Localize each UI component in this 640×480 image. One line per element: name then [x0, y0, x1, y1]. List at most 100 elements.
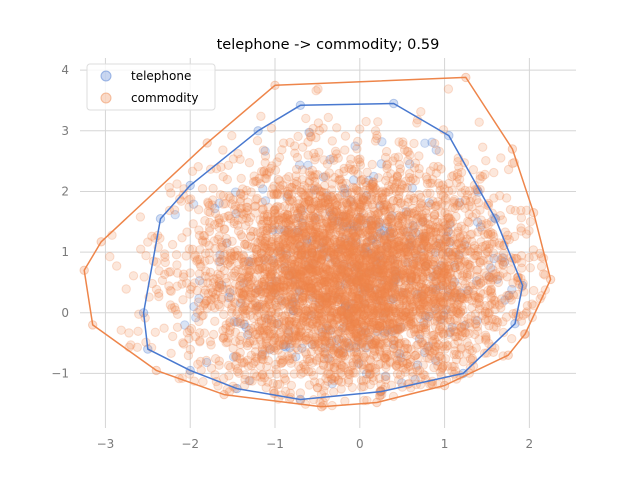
data-point — [203, 197, 213, 207]
data-point — [200, 216, 210, 226]
data-point — [405, 238, 415, 249]
data-point — [218, 325, 228, 336]
data-point — [371, 255, 381, 265]
data-point — [365, 363, 375, 374]
data-point — [348, 217, 358, 227]
data-point — [322, 276, 332, 287]
data-point — [437, 247, 448, 257]
data-point — [262, 266, 273, 277]
data-point — [332, 247, 343, 258]
data-point — [263, 326, 274, 336]
data-point — [166, 286, 176, 296]
data-point — [218, 145, 228, 155]
data-point — [504, 290, 514, 301]
data-point — [307, 235, 317, 246]
data-point — [349, 329, 359, 339]
data-point — [340, 300, 350, 311]
data-point — [331, 277, 341, 287]
data-point — [460, 320, 470, 331]
data-point — [435, 281, 445, 291]
data-point — [243, 330, 253, 340]
data-point — [380, 352, 390, 363]
data-point — [313, 320, 323, 330]
data-point — [402, 227, 412, 237]
data-point — [460, 185, 470, 196]
data-point — [501, 193, 512, 203]
data-point — [375, 228, 386, 238]
data-point — [352, 318, 362, 329]
data-point — [302, 275, 313, 286]
data-point — [440, 338, 450, 349]
data-point — [365, 209, 375, 219]
data-point — [303, 137, 313, 147]
data-point — [406, 234, 416, 244]
data-point — [267, 223, 278, 233]
data-point — [298, 280, 308, 290]
data-point — [214, 222, 224, 233]
data-point — [341, 272, 352, 283]
data-point — [414, 169, 424, 179]
data-point — [226, 248, 236, 259]
data-point — [341, 252, 352, 262]
data-point — [275, 340, 285, 350]
data-point — [388, 339, 399, 349]
data-point — [233, 317, 243, 327]
data-point — [436, 260, 446, 270]
data-point — [430, 138, 440, 149]
data-point — [358, 215, 368, 225]
data-point — [334, 326, 345, 337]
data-point — [336, 360, 346, 370]
data-point — [392, 172, 402, 183]
data-point — [292, 219, 303, 230]
data-point — [426, 264, 436, 274]
data-point — [491, 268, 501, 279]
data-point — [484, 275, 494, 285]
data-point — [418, 238, 429, 248]
data-point — [383, 247, 393, 258]
data-point — [503, 164, 514, 175]
data-point — [439, 310, 449, 321]
data-point — [268, 242, 278, 252]
data-point — [246, 187, 256, 197]
data-point — [233, 226, 244, 236]
data-point — [370, 299, 380, 309]
data-point — [366, 248, 377, 259]
data-point — [451, 306, 461, 316]
data-point — [397, 288, 407, 298]
data-point — [355, 124, 365, 134]
data-point — [403, 207, 414, 217]
data-point — [236, 203, 247, 213]
data-point — [413, 288, 423, 299]
data-point — [408, 251, 418, 262]
data-point — [340, 131, 351, 141]
data-point — [429, 330, 439, 340]
data-point — [280, 243, 290, 253]
data-point — [281, 250, 292, 260]
data-point — [379, 299, 389, 309]
data-point — [309, 185, 320, 195]
data-point — [297, 296, 308, 306]
data-point — [334, 175, 344, 186]
data-point — [467, 229, 477, 239]
data-point — [301, 230, 311, 241]
data-point — [302, 354, 312, 364]
data-point — [383, 275, 394, 285]
data-point — [197, 184, 208, 194]
data-point — [345, 312, 355, 322]
data-point — [430, 227, 441, 237]
data-point — [465, 318, 475, 328]
data-point — [358, 350, 368, 361]
data-point — [338, 267, 348, 278]
data-point — [307, 244, 317, 254]
data-point — [318, 231, 328, 241]
data-point — [390, 153, 400, 163]
data-point — [352, 262, 362, 272]
data-point — [422, 232, 432, 242]
data-point — [290, 336, 300, 346]
data-point — [143, 237, 153, 247]
data-point — [327, 212, 338, 223]
data-point — [276, 246, 286, 256]
data-point — [455, 261, 465, 271]
data-point — [287, 332, 297, 342]
data-point — [364, 175, 374, 186]
